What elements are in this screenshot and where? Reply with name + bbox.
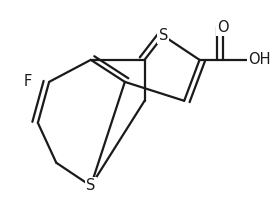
Text: F: F: [23, 74, 32, 89]
Text: OH: OH: [248, 52, 271, 67]
Text: O: O: [217, 20, 228, 35]
Text: S: S: [159, 28, 168, 43]
Text: S: S: [86, 178, 95, 193]
